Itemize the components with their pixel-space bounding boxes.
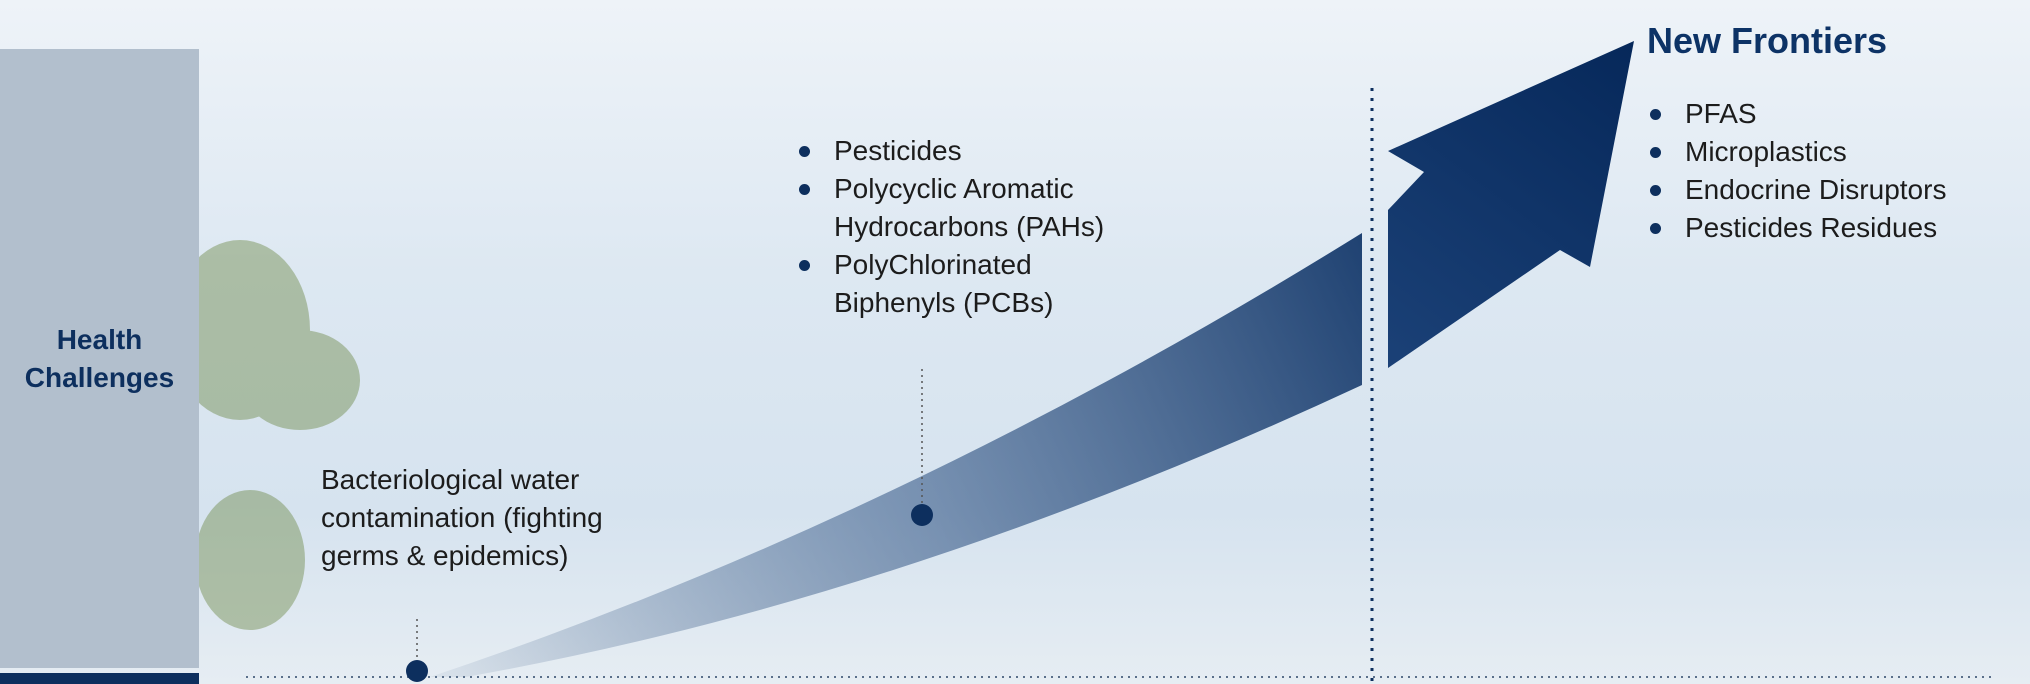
milestone-dot <box>406 660 428 682</box>
arrow-head <box>1388 41 1634 368</box>
list-item: PFAS <box>1647 95 2027 133</box>
panel-label: Health Challenges <box>0 321 199 397</box>
milestone-label: Bacteriological water contamination (fig… <box>321 461 621 575</box>
page: Health Challenges Bacteriological water … <box>0 0 2030 684</box>
milestone-dot <box>911 504 933 526</box>
list-item: Polycyclic Aromatic Hydrocarbons (PAHs) <box>796 170 1116 246</box>
list-item: Microplastics <box>1647 133 2027 171</box>
list-item: Endocrine Disruptors <box>1647 171 2027 209</box>
list-item: Pesticides <box>796 132 1116 170</box>
list-item: Pesticides Residues <box>1647 209 2027 247</box>
frontiers-title: New Frontiers <box>1647 20 1887 62</box>
list-item: PolyChlorinated Biphenyls (PCBs) <box>796 246 1116 322</box>
bottom-strip <box>0 673 199 684</box>
